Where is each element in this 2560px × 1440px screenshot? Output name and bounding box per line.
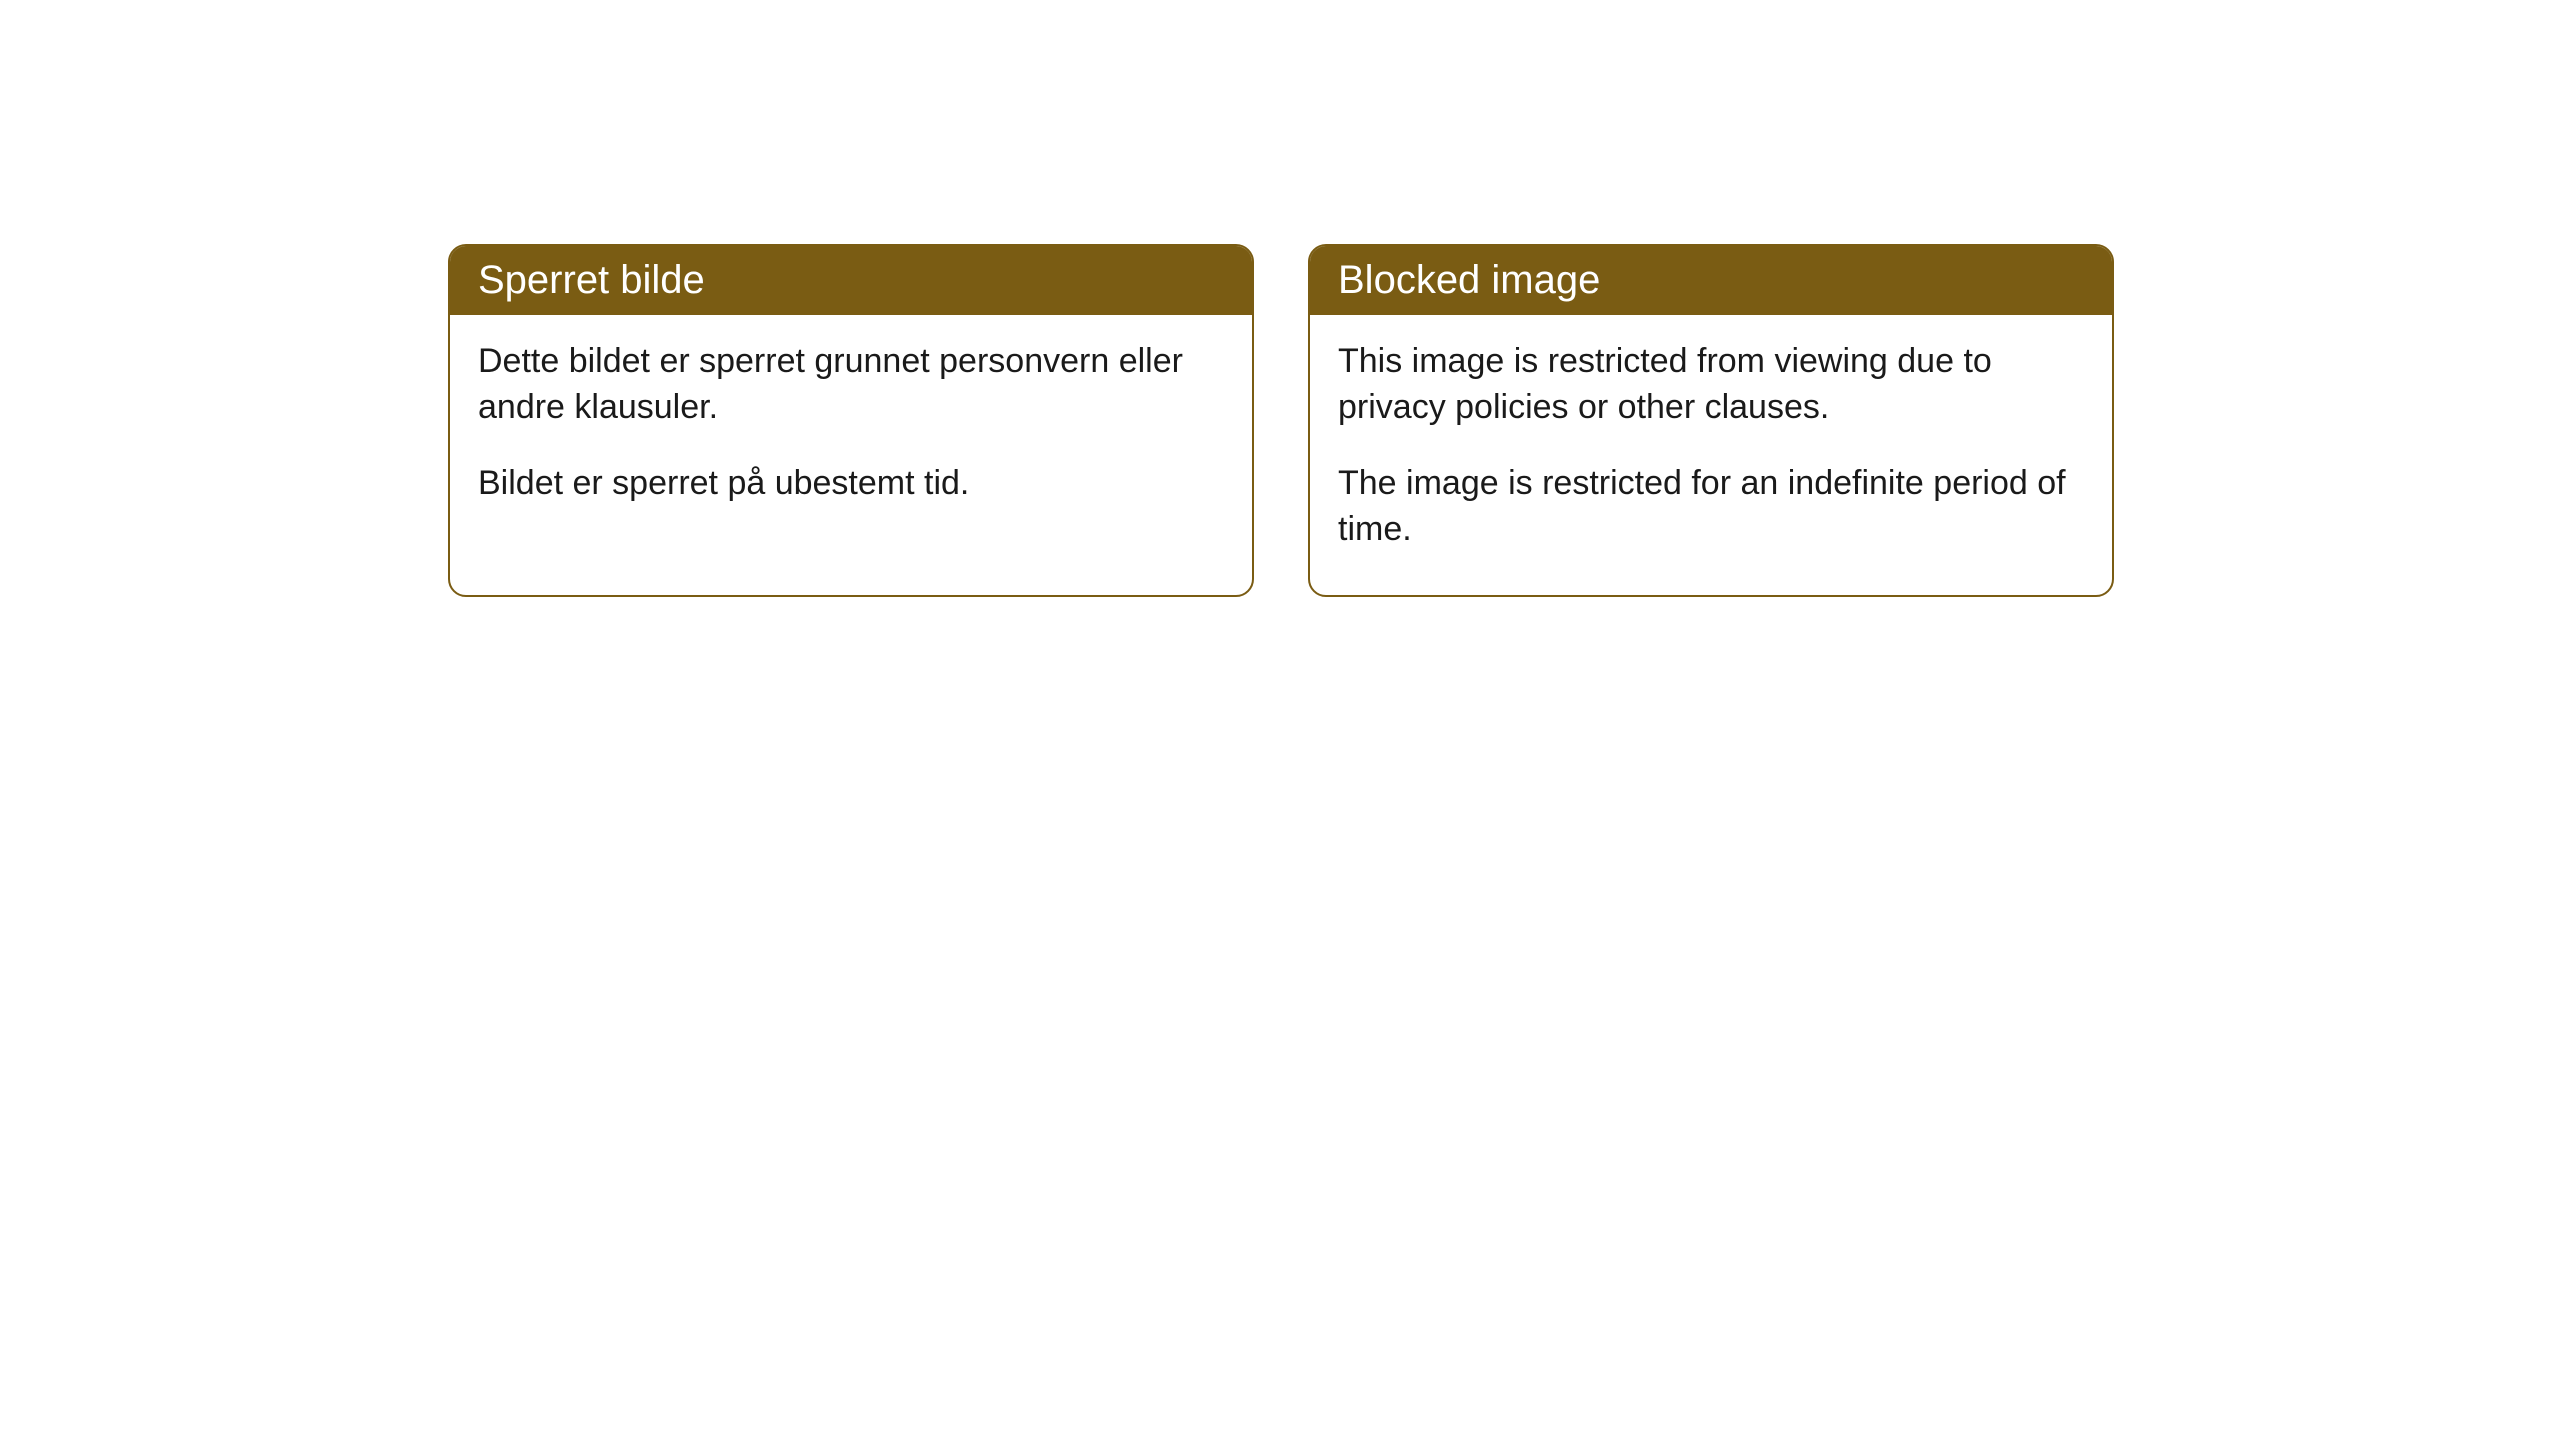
card-norwegian: Sperret bilde Dette bildet er sperret gr…	[448, 244, 1254, 597]
card-paragraph-1-english: This image is restricted from viewing du…	[1338, 339, 2084, 431]
card-body-english: This image is restricted from viewing du…	[1310, 315, 2112, 595]
cards-container: Sperret bilde Dette bildet er sperret gr…	[448, 244, 2114, 597]
card-body-norwegian: Dette bildet er sperret grunnet personve…	[450, 315, 1252, 549]
card-header-norwegian: Sperret bilde	[450, 246, 1252, 315]
card-header-english: Blocked image	[1310, 246, 2112, 315]
card-paragraph-1-norwegian: Dette bildet er sperret grunnet personve…	[478, 339, 1224, 431]
card-paragraph-2-norwegian: Bildet er sperret på ubestemt tid.	[478, 461, 1224, 507]
card-english: Blocked image This image is restricted f…	[1308, 244, 2114, 597]
card-paragraph-2-english: The image is restricted for an indefinit…	[1338, 461, 2084, 553]
